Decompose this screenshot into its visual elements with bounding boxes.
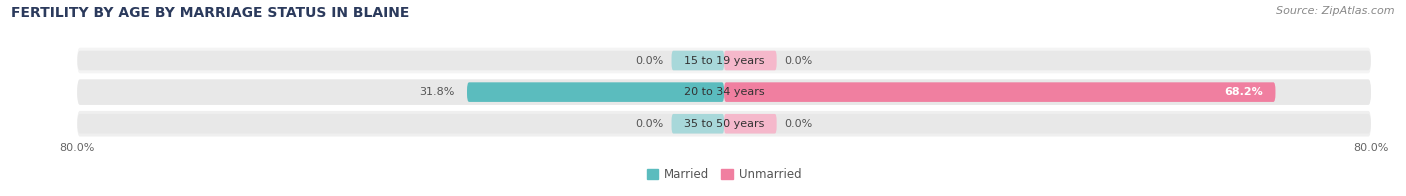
Text: 15 to 19 years: 15 to 19 years bbox=[683, 55, 765, 65]
Text: 20 to 34 years: 20 to 34 years bbox=[683, 87, 765, 97]
FancyBboxPatch shape bbox=[467, 82, 724, 102]
Text: FERTILITY BY AGE BY MARRIAGE STATUS IN BLAINE: FERTILITY BY AGE BY MARRIAGE STATUS IN B… bbox=[11, 6, 409, 20]
FancyBboxPatch shape bbox=[672, 51, 724, 70]
FancyBboxPatch shape bbox=[77, 114, 1371, 133]
FancyBboxPatch shape bbox=[77, 82, 1371, 102]
Text: 35 to 50 years: 35 to 50 years bbox=[683, 119, 765, 129]
Text: 0.0%: 0.0% bbox=[636, 119, 664, 129]
Text: 0.0%: 0.0% bbox=[785, 55, 813, 65]
Text: 0.0%: 0.0% bbox=[636, 55, 664, 65]
Text: 68.2%: 68.2% bbox=[1225, 87, 1264, 97]
Text: 31.8%: 31.8% bbox=[419, 87, 456, 97]
Legend: Married, Unmarried: Married, Unmarried bbox=[641, 164, 807, 186]
FancyBboxPatch shape bbox=[672, 114, 724, 133]
FancyBboxPatch shape bbox=[724, 114, 776, 133]
FancyBboxPatch shape bbox=[77, 48, 1371, 73]
Text: Source: ZipAtlas.com: Source: ZipAtlas.com bbox=[1277, 6, 1395, 16]
FancyBboxPatch shape bbox=[724, 51, 776, 70]
FancyBboxPatch shape bbox=[724, 82, 1275, 102]
FancyBboxPatch shape bbox=[77, 51, 1371, 70]
FancyBboxPatch shape bbox=[77, 79, 1371, 105]
Text: 0.0%: 0.0% bbox=[785, 119, 813, 129]
FancyBboxPatch shape bbox=[77, 111, 1371, 137]
